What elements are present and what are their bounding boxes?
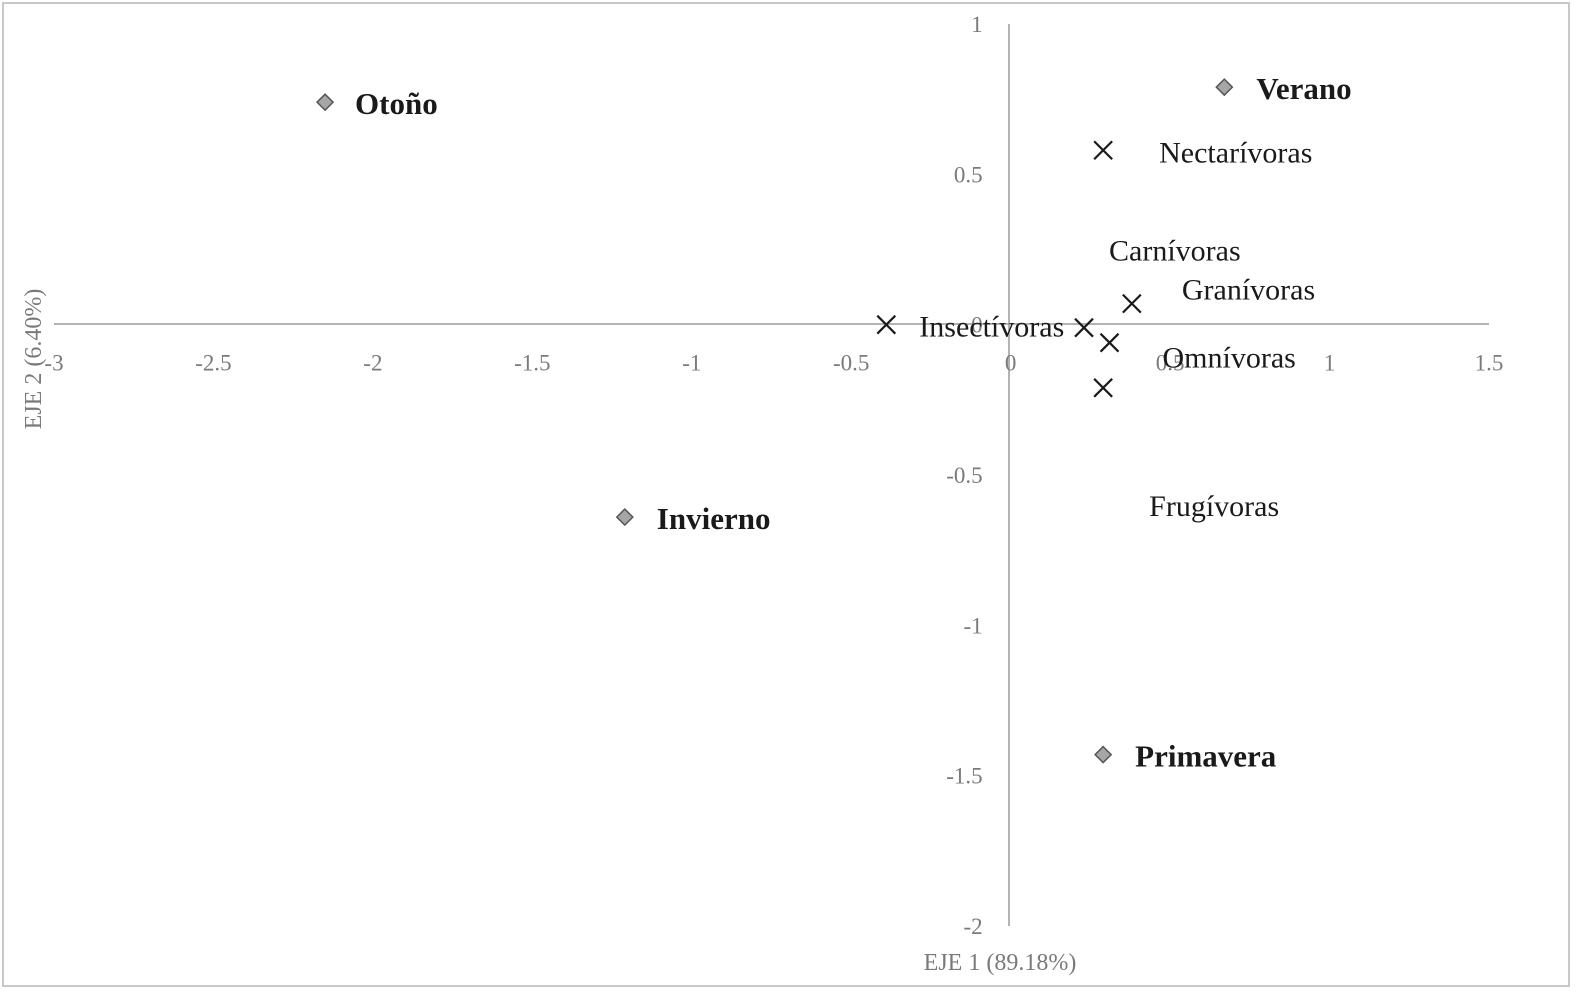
x-tick-label: -2 — [363, 351, 382, 376]
label-verano: Verano — [1256, 71, 1351, 106]
y-tick-labels: 10.50-0.5-1-1.5-2 — [946, 12, 982, 939]
x-tick-label: 1.5 — [1475, 351, 1504, 376]
x-tick-label: -1 — [682, 351, 701, 376]
label-invierno: Invierno — [657, 501, 771, 536]
label-carnivoras: Carnívoras — [1109, 235, 1241, 268]
y-axis-title: EJE 2 (6.40%) — [21, 289, 47, 430]
label-insectivoras: Insectívoras — [919, 311, 1064, 344]
label-nectarivoras: Nectarívoras — [1159, 136, 1312, 169]
label-primavera: Primavera — [1135, 739, 1277, 774]
point-otono — [317, 94, 333, 110]
point-nectarivoras — [1094, 141, 1112, 159]
y-tick-label: 1 — [971, 12, 983, 37]
point-carnivoras — [1075, 319, 1093, 337]
point-labels: Otoño Verano Invierno Primavera Nectarívoras… — [355, 71, 1352, 773]
point-frugivoras — [1094, 379, 1112, 397]
scatter-plot: -3 -2.5 -2 -1.5 -1 -0.5 0 0.5 1 1.5 10.50-0.5-1-1… — [4, 4, 1572, 989]
y-tick-label: -1.5 — [946, 764, 982, 789]
x-tick-label: -1.5 — [514, 351, 550, 376]
point-omnivoras — [1101, 334, 1119, 352]
y-tick-label: -1 — [963, 613, 982, 638]
label-granivoras: Granívoras — [1182, 274, 1315, 307]
point-granivoras — [1123, 295, 1141, 313]
x-tick-label: 0 — [1005, 351, 1017, 376]
label-frugivoras: Frugívoras — [1149, 490, 1279, 523]
label-otono: Otoño — [355, 86, 438, 121]
x-tick-label: -0.5 — [833, 351, 869, 376]
x-tick-label: 1 — [1324, 351, 1336, 376]
x-axis-title: EJE 1 (89.18%) — [924, 950, 1077, 976]
y-tick-label: 0.5 — [954, 162, 983, 187]
x-tick-label: -2.5 — [195, 351, 231, 376]
label-omnivoras: Omnívoras — [1163, 342, 1296, 375]
point-invierno — [617, 509, 633, 525]
y-tick-label: -2 — [963, 914, 982, 939]
y-tick-label: -0.5 — [946, 463, 982, 488]
point-verano — [1216, 79, 1232, 95]
x-tick-label: -3 — [44, 351, 63, 376]
data-points — [317, 79, 1232, 762]
point-primavera — [1095, 747, 1111, 763]
